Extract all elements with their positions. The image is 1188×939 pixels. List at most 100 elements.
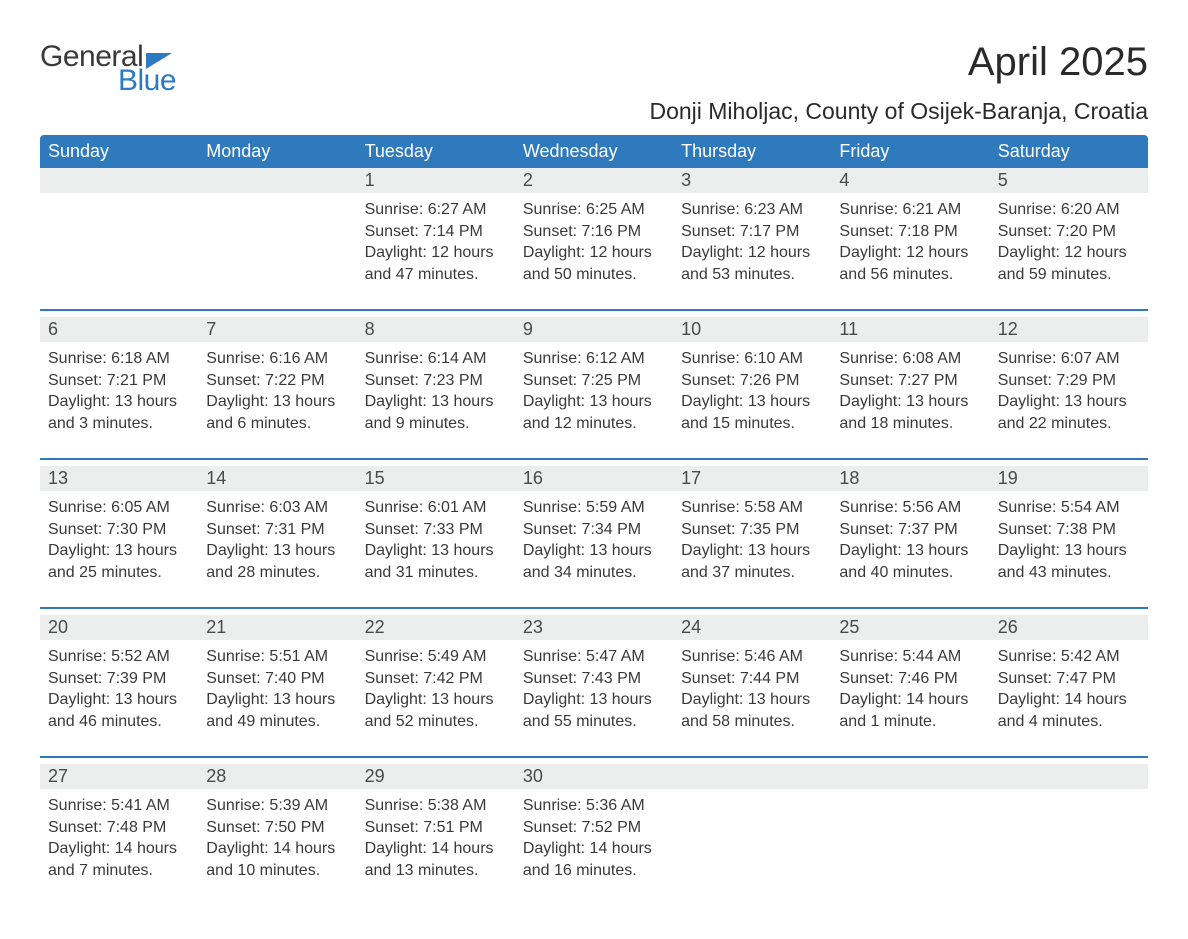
day-daylight2: and 59 minutes. xyxy=(998,264,1140,286)
day-daylight1: Daylight: 13 hours xyxy=(365,689,507,711)
day-content-cell xyxy=(198,193,356,303)
day-sunrise: Sunrise: 6:18 AM xyxy=(48,348,190,370)
logo-text-blue: Blue xyxy=(118,64,176,98)
day-sunset: Sunset: 7:21 PM xyxy=(48,370,190,392)
day-content-cell xyxy=(40,193,198,303)
day-sunset: Sunset: 7:26 PM xyxy=(681,370,823,392)
day-number-cell: 13 xyxy=(40,466,198,491)
day-number-cell xyxy=(673,764,831,789)
day-daylight1: Daylight: 12 hours xyxy=(998,242,1140,264)
day-content-cell: Sunrise: 5:51 AMSunset: 7:40 PMDaylight:… xyxy=(198,640,356,750)
weekday-header: Monday xyxy=(198,135,356,168)
day-daylight1: Daylight: 13 hours xyxy=(365,391,507,413)
day-sunset: Sunset: 7:47 PM xyxy=(998,668,1140,690)
day-sunset: Sunset: 7:52 PM xyxy=(523,817,665,839)
day-sunset: Sunset: 7:37 PM xyxy=(839,519,981,541)
day-content-cell: Sunrise: 6:01 AMSunset: 7:33 PMDaylight:… xyxy=(357,491,515,601)
day-daylight2: and 15 minutes. xyxy=(681,413,823,435)
day-daylight2: and 10 minutes. xyxy=(206,860,348,882)
day-number-cell: 27 xyxy=(40,764,198,789)
week-separator xyxy=(40,601,1148,615)
day-content-row: Sunrise: 5:41 AMSunset: 7:48 PMDaylight:… xyxy=(40,789,1148,899)
day-daylight1: Daylight: 13 hours xyxy=(206,540,348,562)
day-daylight1: Daylight: 13 hours xyxy=(206,391,348,413)
day-sunrise: Sunrise: 5:41 AM xyxy=(48,795,190,817)
day-daylight1: Daylight: 13 hours xyxy=(523,391,665,413)
day-daylight1: Daylight: 12 hours xyxy=(523,242,665,264)
day-daylight1: Daylight: 13 hours xyxy=(681,391,823,413)
day-number-cell: 26 xyxy=(990,615,1148,640)
day-content-cell: Sunrise: 6:05 AMSunset: 7:30 PMDaylight:… xyxy=(40,491,198,601)
day-daylight2: and 3 minutes. xyxy=(48,413,190,435)
week-separator xyxy=(40,750,1148,764)
day-sunrise: Sunrise: 6:05 AM xyxy=(48,497,190,519)
weekday-header: Saturday xyxy=(990,135,1148,168)
day-sunrise: Sunrise: 5:44 AM xyxy=(839,646,981,668)
day-sunrise: Sunrise: 5:51 AM xyxy=(206,646,348,668)
day-sunset: Sunset: 7:14 PM xyxy=(365,221,507,243)
day-content-cell: Sunrise: 6:25 AMSunset: 7:16 PMDaylight:… xyxy=(515,193,673,303)
day-daylight1: Daylight: 14 hours xyxy=(998,689,1140,711)
day-daylight1: Daylight: 14 hours xyxy=(523,838,665,860)
day-sunrise: Sunrise: 6:14 AM xyxy=(365,348,507,370)
day-sunrise: Sunrise: 5:52 AM xyxy=(48,646,190,668)
day-content-row: Sunrise: 6:27 AMSunset: 7:14 PMDaylight:… xyxy=(40,193,1148,303)
day-content-cell: Sunrise: 5:59 AMSunset: 7:34 PMDaylight:… xyxy=(515,491,673,601)
day-daylight1: Daylight: 13 hours xyxy=(48,689,190,711)
day-sunset: Sunset: 7:39 PM xyxy=(48,668,190,690)
day-sunset: Sunset: 7:33 PM xyxy=(365,519,507,541)
day-content-cell: Sunrise: 6:21 AMSunset: 7:18 PMDaylight:… xyxy=(831,193,989,303)
day-daylight1: Daylight: 14 hours xyxy=(48,838,190,860)
day-content-cell: Sunrise: 5:36 AMSunset: 7:52 PMDaylight:… xyxy=(515,789,673,899)
day-sunrise: Sunrise: 5:46 AM xyxy=(681,646,823,668)
day-content-cell: Sunrise: 6:10 AMSunset: 7:26 PMDaylight:… xyxy=(673,342,831,452)
day-content-cell: Sunrise: 6:08 AMSunset: 7:27 PMDaylight:… xyxy=(831,342,989,452)
day-sunset: Sunset: 7:42 PM xyxy=(365,668,507,690)
day-content-cell: Sunrise: 6:20 AMSunset: 7:20 PMDaylight:… xyxy=(990,193,1148,303)
day-sunrise: Sunrise: 5:36 AM xyxy=(523,795,665,817)
day-sunrise: Sunrise: 5:56 AM xyxy=(839,497,981,519)
calendar-table: Sunday Monday Tuesday Wednesday Thursday… xyxy=(40,135,1148,899)
day-daylight2: and 16 minutes. xyxy=(523,860,665,882)
page-subtitle: Donji Miholjac, County of Osijek-Baranja… xyxy=(649,98,1148,125)
day-content-cell: Sunrise: 6:12 AMSunset: 7:25 PMDaylight:… xyxy=(515,342,673,452)
day-daylight1: Daylight: 13 hours xyxy=(523,689,665,711)
day-sunset: Sunset: 7:23 PM xyxy=(365,370,507,392)
day-daylight2: and 25 minutes. xyxy=(48,562,190,584)
day-sunrise: Sunrise: 6:01 AM xyxy=(365,497,507,519)
day-number-cell: 12 xyxy=(990,317,1148,342)
day-number-row: 6789101112 xyxy=(40,317,1148,342)
day-content-cell: Sunrise: 5:41 AMSunset: 7:48 PMDaylight:… xyxy=(40,789,198,899)
day-daylight1: Daylight: 13 hours xyxy=(523,540,665,562)
day-content-cell: Sunrise: 5:44 AMSunset: 7:46 PMDaylight:… xyxy=(831,640,989,750)
day-number-cell xyxy=(198,168,356,193)
day-sunset: Sunset: 7:35 PM xyxy=(681,519,823,541)
day-sunset: Sunset: 7:29 PM xyxy=(998,370,1140,392)
day-daylight1: Daylight: 13 hours xyxy=(365,540,507,562)
day-daylight2: and 13 minutes. xyxy=(365,860,507,882)
day-daylight2: and 37 minutes. xyxy=(681,562,823,584)
day-number-cell: 18 xyxy=(831,466,989,491)
day-number-cell: 19 xyxy=(990,466,1148,491)
day-number-cell: 23 xyxy=(515,615,673,640)
day-number-cell: 3 xyxy=(673,168,831,193)
day-content-cell: Sunrise: 6:16 AMSunset: 7:22 PMDaylight:… xyxy=(198,342,356,452)
day-number-cell: 6 xyxy=(40,317,198,342)
day-sunset: Sunset: 7:51 PM xyxy=(365,817,507,839)
day-sunset: Sunset: 7:17 PM xyxy=(681,221,823,243)
day-content-row: Sunrise: 6:05 AMSunset: 7:30 PMDaylight:… xyxy=(40,491,1148,601)
day-sunrise: Sunrise: 5:49 AM xyxy=(365,646,507,668)
day-content-cell: Sunrise: 6:14 AMSunset: 7:23 PMDaylight:… xyxy=(357,342,515,452)
day-number-cell xyxy=(831,764,989,789)
weekday-header: Sunday xyxy=(40,135,198,168)
day-number-cell xyxy=(990,764,1148,789)
weekday-header: Friday xyxy=(831,135,989,168)
day-daylight2: and 53 minutes. xyxy=(681,264,823,286)
day-content-cell: Sunrise: 5:49 AMSunset: 7:42 PMDaylight:… xyxy=(357,640,515,750)
day-content-cell xyxy=(831,789,989,899)
day-daylight2: and 9 minutes. xyxy=(365,413,507,435)
day-number-cell: 11 xyxy=(831,317,989,342)
day-daylight1: Daylight: 13 hours xyxy=(681,689,823,711)
day-number-cell: 1 xyxy=(357,168,515,193)
day-daylight2: and 34 minutes. xyxy=(523,562,665,584)
